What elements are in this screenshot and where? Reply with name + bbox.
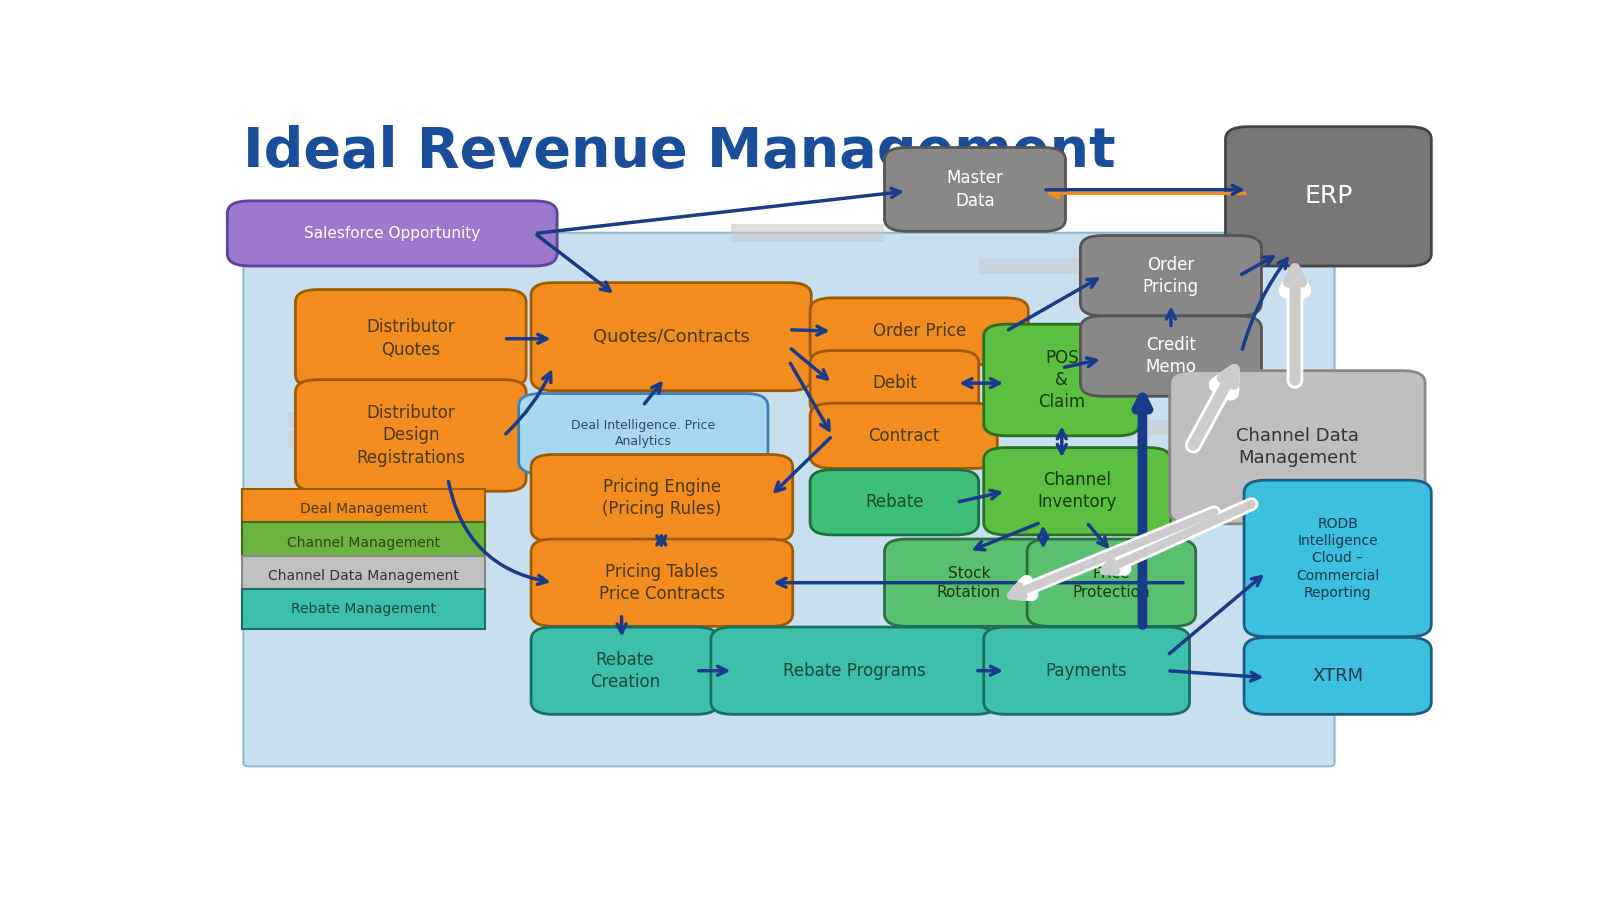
FancyBboxPatch shape	[1080, 236, 1261, 316]
FancyBboxPatch shape	[227, 201, 557, 266]
Text: Ideal Revenue Management: Ideal Revenue Management	[243, 125, 1117, 179]
FancyBboxPatch shape	[984, 627, 1189, 715]
FancyBboxPatch shape	[885, 148, 1066, 231]
Text: Rebate Management: Rebate Management	[291, 602, 437, 616]
FancyBboxPatch shape	[979, 259, 1083, 274]
Text: Pricing Tables
Price Contracts: Pricing Tables Price Contracts	[598, 562, 725, 603]
FancyBboxPatch shape	[810, 351, 979, 416]
Text: Contract: Contract	[869, 427, 939, 445]
FancyBboxPatch shape	[885, 539, 1053, 626]
FancyBboxPatch shape	[810, 298, 1029, 365]
FancyBboxPatch shape	[296, 290, 526, 387]
Text: Debit: Debit	[872, 374, 917, 392]
Text: Rebate Programs: Rebate Programs	[782, 662, 925, 680]
FancyBboxPatch shape	[810, 403, 997, 468]
FancyBboxPatch shape	[288, 411, 418, 428]
FancyBboxPatch shape	[984, 324, 1139, 436]
FancyBboxPatch shape	[296, 380, 526, 491]
FancyBboxPatch shape	[242, 555, 485, 596]
FancyBboxPatch shape	[1226, 127, 1432, 266]
Text: Channel Management: Channel Management	[286, 536, 440, 550]
Text: Distributor
Design
Registrations: Distributor Design Registrations	[357, 404, 466, 466]
Text: Deal Management: Deal Management	[299, 502, 427, 517]
FancyBboxPatch shape	[243, 233, 1334, 767]
Text: POS
&
Claim: POS & Claim	[1038, 349, 1085, 411]
Text: Salesforce Opportunity: Salesforce Opportunity	[304, 226, 480, 241]
Text: XTRM: XTRM	[1312, 667, 1363, 685]
FancyBboxPatch shape	[1170, 371, 1426, 524]
FancyBboxPatch shape	[1245, 480, 1432, 637]
FancyBboxPatch shape	[531, 454, 792, 542]
FancyBboxPatch shape	[242, 522, 485, 562]
Text: Rebate: Rebate	[866, 493, 923, 511]
Text: Distributor
Quotes: Distributor Quotes	[366, 319, 454, 358]
Text: Deal Intelligence. Price
Analytics: Deal Intelligence. Price Analytics	[571, 419, 715, 448]
Text: Channel Data
Management: Channel Data Management	[1235, 428, 1358, 467]
FancyBboxPatch shape	[731, 224, 885, 242]
FancyBboxPatch shape	[710, 627, 997, 715]
FancyBboxPatch shape	[242, 589, 485, 629]
Text: Payments: Payments	[1046, 662, 1128, 680]
FancyBboxPatch shape	[531, 539, 792, 626]
Text: RODB
Intelligence
Cloud –
Commercial
Reporting: RODB Intelligence Cloud – Commercial Rep…	[1296, 517, 1379, 600]
Text: ERP: ERP	[1304, 184, 1352, 209]
Text: Order Price: Order Price	[872, 322, 966, 340]
Text: Price
Protection: Price Protection	[1072, 566, 1150, 599]
Text: Channel Data Management: Channel Data Management	[269, 569, 459, 583]
FancyBboxPatch shape	[1027, 539, 1195, 626]
FancyBboxPatch shape	[531, 283, 811, 391]
Text: Master
Data: Master Data	[947, 169, 1003, 210]
Text: Order
Pricing: Order Pricing	[1142, 256, 1198, 296]
FancyBboxPatch shape	[242, 490, 485, 529]
FancyBboxPatch shape	[531, 627, 718, 715]
FancyBboxPatch shape	[288, 431, 461, 447]
Text: Credit
Memo: Credit Memo	[1146, 336, 1197, 376]
FancyBboxPatch shape	[1245, 637, 1432, 715]
FancyBboxPatch shape	[810, 470, 979, 535]
FancyBboxPatch shape	[1080, 316, 1261, 396]
Text: Pricing Engine
(Pricing Rules): Pricing Engine (Pricing Rules)	[602, 478, 722, 518]
Text: Quotes/Contracts: Quotes/Contracts	[592, 328, 750, 346]
Text: Stock
Rotation: Stock Rotation	[938, 566, 1002, 599]
FancyBboxPatch shape	[1128, 419, 1206, 435]
FancyBboxPatch shape	[984, 447, 1171, 535]
Text: Rebate
Creation: Rebate Creation	[590, 651, 659, 691]
Text: Channel
Inventory: Channel Inventory	[1038, 471, 1117, 511]
FancyBboxPatch shape	[518, 393, 768, 474]
